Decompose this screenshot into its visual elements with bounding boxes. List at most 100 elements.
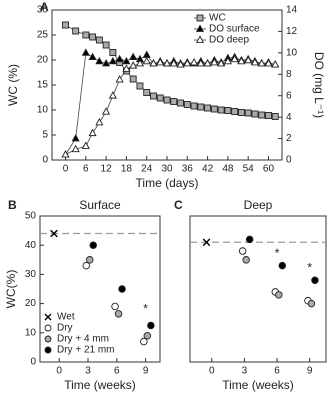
data-point (82, 261, 90, 270)
panel-label: B (8, 198, 17, 212)
legend-label: Dry (57, 323, 73, 334)
data-point (251, 110, 259, 118)
data-point (230, 54, 239, 63)
data-point (122, 56, 131, 65)
x-tick-label: 30 (161, 164, 173, 175)
data-point (202, 238, 211, 247)
data-point (102, 107, 111, 115)
legend-label: DO surface (209, 24, 260, 35)
y-tick-label: 0 (42, 155, 48, 166)
data-point (89, 33, 97, 41)
data-point (108, 56, 117, 65)
data-point (147, 321, 155, 330)
data-point (95, 117, 104, 126)
x-tick-label: 6 (274, 366, 280, 377)
x-tick-label: 42 (202, 164, 214, 175)
y2-tick-label: 14 (286, 5, 298, 16)
y-tick-label: 20 (25, 298, 37, 309)
data-point (237, 56, 246, 65)
legend-marker (44, 324, 52, 332)
data-point (136, 82, 144, 90)
data-point (210, 105, 218, 113)
data-point (242, 256, 250, 264)
data-point (88, 52, 97, 60)
data-point (223, 56, 232, 65)
data-point (143, 331, 152, 340)
panel-title: Surface (79, 198, 121, 212)
data-point (257, 59, 266, 67)
data-point (71, 144, 80, 153)
x-tick-label: 54 (243, 164, 255, 175)
legend-label: Dry + 4 mm (57, 334, 109, 345)
legend-label: Wet (57, 312, 75, 323)
data-point (143, 89, 151, 96)
data-point (50, 229, 58, 238)
x-tick-label: 0 (209, 366, 215, 377)
data-point (122, 64, 131, 72)
legend-marker (44, 313, 52, 321)
plot-frame (39, 215, 161, 363)
data-point (129, 61, 138, 69)
x-tick-label: 0 (56, 366, 62, 377)
y-tick-label: 5 (42, 130, 48, 141)
x-axis-label: Time (days) (136, 176, 199, 190)
y2-tick-label: 2 (286, 133, 292, 144)
data-point (311, 276, 319, 284)
data-point (162, 59, 172, 67)
y-tick-label: 25 (37, 30, 49, 41)
y-tick-label: 50 (25, 211, 37, 222)
annotation: * (307, 261, 312, 275)
x-tick-label: 9 (307, 366, 313, 377)
legend-marker (196, 14, 204, 22)
y-tick-label: 40 (25, 240, 37, 251)
data-point (111, 302, 119, 311)
data-point (72, 27, 80, 35)
x-axis-label: Time (weeks) (222, 378, 294, 392)
data-point (142, 56, 151, 65)
plot-frame (189, 215, 327, 363)
data-point (210, 57, 219, 66)
panel-label: C (174, 198, 183, 212)
data-point (115, 75, 124, 83)
y-tick-label: 30 (25, 269, 37, 280)
data-point (114, 310, 123, 318)
y2-tick-label: 6 (286, 90, 292, 101)
data-point (81, 141, 90, 149)
data-point (156, 57, 165, 66)
data-point (237, 109, 245, 116)
legend-marker (195, 35, 205, 43)
data-point (170, 98, 178, 105)
panel-label: A (40, 0, 49, 14)
data-point (102, 59, 111, 67)
x-tick-label: 3 (242, 366, 248, 377)
legend-label: Dry + 21 mm (57, 345, 115, 356)
data-point (244, 55, 253, 64)
data-point (224, 107, 232, 114)
legend-label: DO deep (209, 35, 249, 46)
data-point (95, 36, 103, 44)
legend-label: WC (209, 13, 226, 24)
y2-tick-label: 0 (286, 155, 292, 166)
data-point (190, 102, 198, 110)
data-point (245, 235, 254, 244)
data-point (129, 75, 137, 83)
x-tick-label: 60 (263, 164, 275, 175)
series-line (65, 58, 276, 155)
y-tick-label: 20 (37, 55, 49, 66)
data-point (169, 59, 178, 67)
data-point (88, 128, 97, 137)
data-point (183, 101, 191, 108)
data-point (109, 49, 117, 56)
data-point (258, 111, 266, 119)
data-point (118, 285, 126, 293)
data-point (204, 104, 212, 112)
data-point (95, 56, 104, 65)
x-tick-label: 6 (114, 366, 120, 377)
y-tick-label: 0 (30, 357, 36, 368)
data-point (265, 112, 272, 119)
x-tick-label: 3 (85, 366, 91, 377)
x-tick-label: 48 (222, 164, 234, 175)
data-point (150, 92, 157, 100)
data-point (85, 256, 94, 264)
y-axis-label: WC(%) (4, 270, 18, 309)
